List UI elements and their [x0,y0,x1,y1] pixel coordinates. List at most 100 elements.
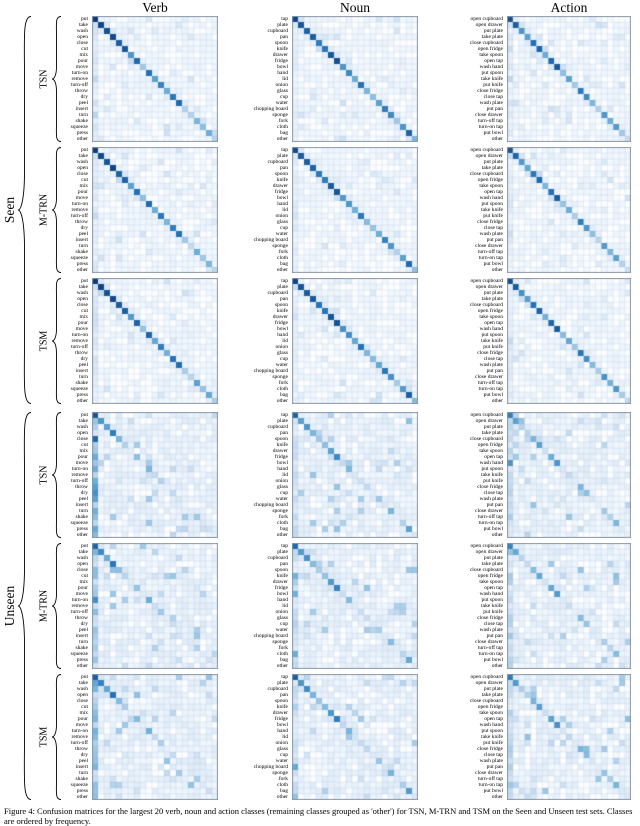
class-label: cut [81,177,88,183]
class-label: put knife [483,213,503,219]
class-label: plate [277,153,288,159]
class-label: take [78,153,88,159]
class-label: remove [71,76,89,82]
class-label: spoon [274,436,288,442]
class-label: put plate [483,686,503,692]
class-label: close cupboard [469,567,503,573]
confusion-matrix-seen-tsm-verb [92,278,218,404]
class-label: tap [281,674,288,680]
class-label: peel [78,362,88,368]
class-label: put pan [486,633,503,639]
class-label: hand [277,201,288,207]
class-label: take spoon [479,448,503,454]
confusion-matrix-seen-m-trn-action [507,147,631,273]
class-label: pour [77,189,88,195]
class-label: close [76,698,88,704]
class-label: move [75,460,88,466]
class-labels-unseen-tsm-action: open cupboard open drawer put plate take pl… [463,674,505,800]
class-label: put bowl [483,261,503,267]
class-label: fork [278,118,288,124]
class-label: open drawer [475,549,503,555]
class-label: insert [75,502,88,508]
class-label: chopping board [253,106,288,112]
class-label: press [76,788,88,794]
class-label: turn-on tap [478,520,503,526]
class-label: move [75,326,88,332]
class-labels-unseen-tsn-verb: put take wash open close cut mix pour move turn-o… [64,412,90,538]
class-label: take [78,22,88,28]
class-label: wash hand [479,326,503,332]
class-label: remove [71,207,89,213]
class-label: close drawer [475,508,503,514]
class-label: close tap [483,490,503,496]
class-label: close drawer [475,374,503,380]
class-label: fridge [274,320,288,326]
class-label: put [80,674,88,680]
class-label: close tap [483,752,503,758]
class-label: cup [280,752,288,758]
class-label: turn [79,112,88,118]
class-label: peel [78,627,88,633]
class-label: squeeze [70,651,88,657]
class-label: sponge [272,112,288,118]
class-label: open fridge [477,573,503,579]
class-label: open cupboard [470,543,503,549]
class-label: open drawer [475,680,503,686]
class-label: open drawer [475,22,503,28]
class-label: open fridge [477,704,503,710]
model-brace-m-trn-unseen [52,543,61,669]
class-label: put knife [483,344,503,350]
class-label: put spoon [481,201,503,207]
class-label: chopping board [253,368,288,374]
confusion-matrix-seen-m-trn-verb [92,147,218,273]
class-label: mix [79,314,88,320]
class-label: put pan [486,237,503,243]
class-label: close drawer [475,243,503,249]
class-label: lid [282,603,288,609]
class-label: turn-off [70,478,88,484]
class-label: fork [278,776,288,782]
class-label: other [491,136,503,142]
class-label: squeeze [70,386,88,392]
class-label: water [275,758,288,764]
class-label: lid [282,207,288,213]
class-label: chopping board [253,237,288,243]
class-label: turn [79,770,88,776]
class-label: put spoon [481,70,503,76]
class-label: take spoon [479,710,503,716]
class-label: knife [276,46,288,52]
class-label: bowl [277,591,288,597]
class-label: onion [275,344,288,350]
model-brace-tsn-unseen [52,412,61,538]
class-label: turn-off tap [477,514,503,520]
class-label: shake [75,514,88,520]
class-label: sponge [272,243,288,249]
class-label: plate [277,680,288,686]
class-label: turn-off tap [477,249,503,255]
column-title-verb: Verb [142,0,168,15]
model-brace-tsn-seen [52,16,61,142]
class-label: onion [275,478,288,484]
class-label: peel [78,758,88,764]
class-label: take plate [481,296,503,302]
class-label: plate [277,22,288,28]
class-label: cupboard [267,555,288,561]
class-label: pan [280,561,288,567]
class-label: put [80,147,88,153]
class-label: take plate [481,34,503,40]
class-label: wash [76,424,88,430]
class-label: take knife [481,603,503,609]
class-labels-unseen-m-trn-verb: put take wash open close cut mix pour move turn-o… [64,543,90,669]
model-label-m-trn-seen: M-TRN [38,193,50,227]
class-label: fridge [274,189,288,195]
class-label: tap [281,543,288,549]
class-labels-unseen-tsn-noun: tap plate cupboard pan spoon knife drawer fridg… [250,412,290,538]
class-label: turn-off tap [477,118,503,124]
class-label: throw [75,219,88,225]
class-label: pour [77,454,88,460]
class-label: open tap [484,585,503,591]
unseen-group-brace [18,412,31,800]
class-label: put plate [483,159,503,165]
class-label: onion [275,609,288,615]
class-label: cup [280,621,288,627]
